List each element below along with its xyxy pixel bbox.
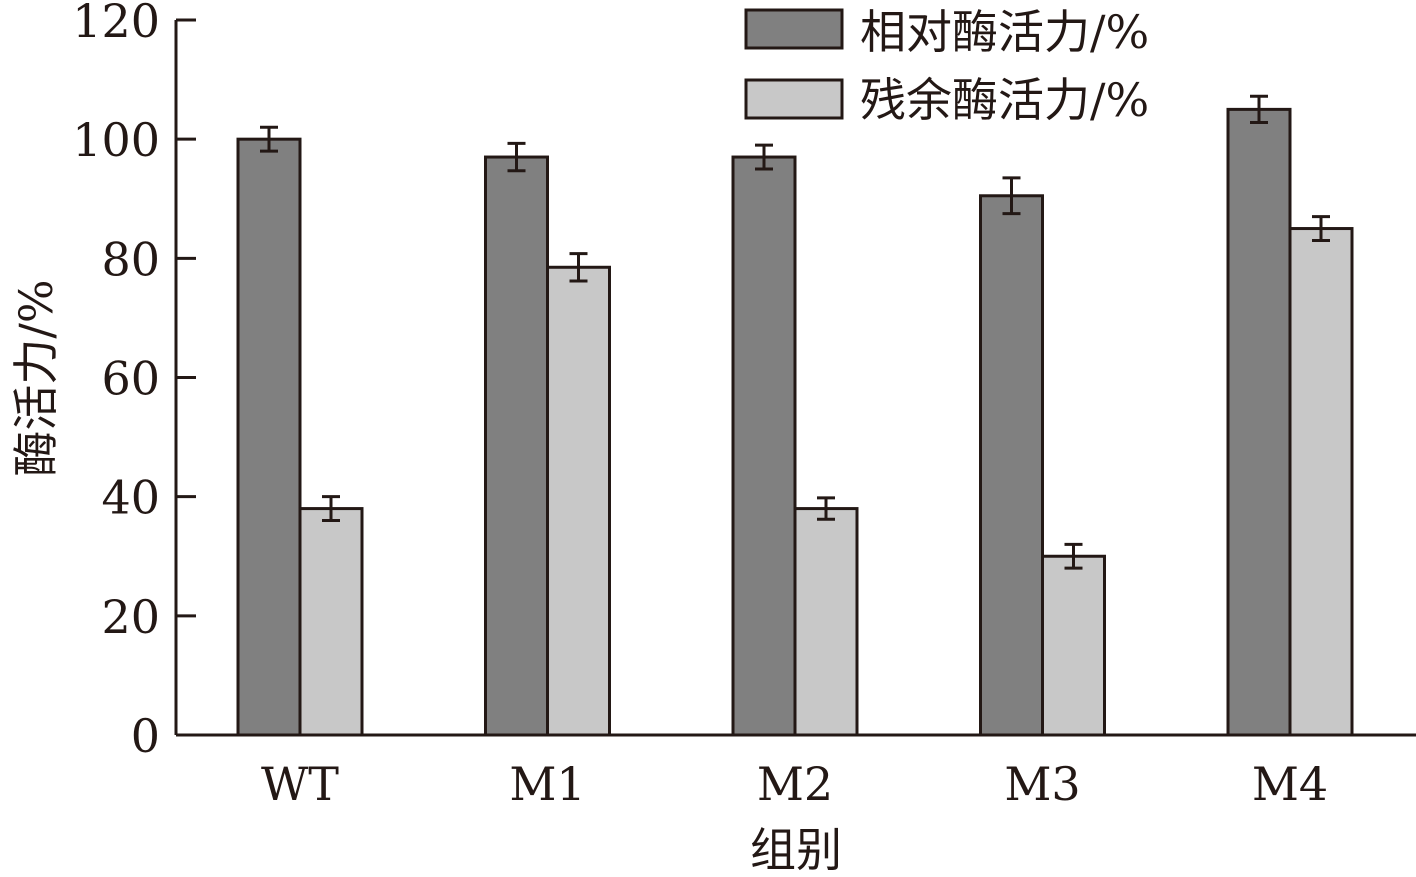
x-category-label: M1: [509, 757, 585, 811]
bar-residual-M3: [1041, 554, 1106, 737]
bar-relative-M1: [484, 155, 549, 737]
legend-swatch-residual: [744, 78, 844, 120]
bar-relative-M2: [731, 155, 797, 737]
legend: 相对酶活力/% 残余酶活力/%: [744, 5, 1149, 127]
y-tick-label: 60: [101, 352, 160, 406]
y-tick-label: 0: [131, 709, 160, 763]
bar-relative-WT: [236, 137, 302, 737]
x-axis-title: 组别: [750, 823, 842, 877]
x-category-labels: WT M1 M2 M3 M4: [261, 757, 1328, 811]
bar-residual-WT: [298, 507, 364, 737]
y-ticks: 0 20 40 60 80 100 120: [72, 0, 196, 763]
y-tick-label: 20: [101, 590, 160, 644]
bar-relative-M3: [979, 194, 1044, 737]
bar-residual-M4: [1288, 227, 1354, 737]
y-axis-title: 酶活力/%: [9, 279, 63, 476]
x-category-label: M4: [1252, 757, 1328, 811]
y-tick-label: 80: [101, 232, 160, 286]
y-tick-label: 100: [72, 113, 160, 167]
bar-relative-M4: [1226, 107, 1292, 737]
y-tick-label: 120: [72, 0, 160, 48]
bar-residual-M2: [793, 507, 859, 737]
legend-label-residual: 残余酶活力/%: [860, 73, 1149, 127]
x-category-label: M3: [1004, 757, 1080, 811]
legend-label-relative: 相对酶活力/%: [860, 5, 1149, 59]
bars-layer: [236, 94, 1354, 737]
y-tick-label: 40: [101, 471, 160, 525]
bar-residual-M1: [546, 265, 611, 737]
legend-swatch-relative: [744, 8, 844, 50]
x-category-label: M2: [757, 757, 833, 811]
x-category-label: WT: [261, 757, 339, 811]
